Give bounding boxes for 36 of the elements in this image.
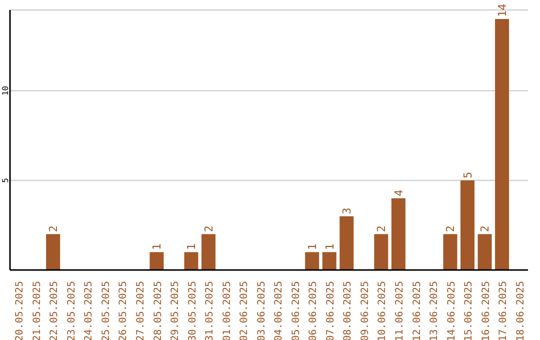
- y-tick-label: 10: [1, 86, 10, 96]
- x-tick-label: 18.06.2025: [515, 281, 526, 340]
- data-label: 4: [392, 189, 406, 196]
- x-tick-label: 11.06.2025: [394, 281, 406, 340]
- data-label: 2: [202, 226, 216, 232]
- data-label: 1: [323, 243, 336, 250]
- bar: [495, 18, 510, 270]
- data-label: 2: [444, 226, 458, 232]
- data-label: 14: [496, 3, 510, 17]
- bar: [374, 234, 388, 270]
- data-label: 2: [375, 226, 388, 232]
- bar: [46, 234, 60, 270]
- bar: [478, 234, 492, 270]
- data-label: 2: [478, 226, 492, 232]
- x-tick-label: 12.06.2025: [412, 281, 423, 340]
- data-label: 1: [150, 243, 164, 250]
- bar: [305, 252, 320, 270]
- bar: [201, 234, 216, 270]
- x-tick-label: 16.06.2025: [480, 281, 492, 340]
- x-tick-label: 17.06.2025: [498, 281, 510, 340]
- data-label: 1: [185, 243, 198, 250]
- bar: [443, 234, 458, 270]
- x-tick-label: 13.06.2025: [429, 281, 440, 340]
- data-label: 5: [461, 172, 474, 178]
- data-label: 3: [340, 208, 354, 214]
- bar: [460, 180, 474, 270]
- data-label: 2: [47, 226, 60, 232]
- bar: [391, 198, 406, 270]
- bar: [322, 252, 336, 270]
- bar: [340, 216, 354, 270]
- x-tick-label: 15.06.2025: [464, 281, 475, 340]
- x-tick-label: 14.06.2025: [446, 281, 458, 340]
- bar: [150, 252, 164, 270]
- x-tick-label: 10.06.2025: [377, 281, 388, 340]
- bar: [184, 252, 198, 270]
- data-label: 1: [306, 243, 320, 250]
